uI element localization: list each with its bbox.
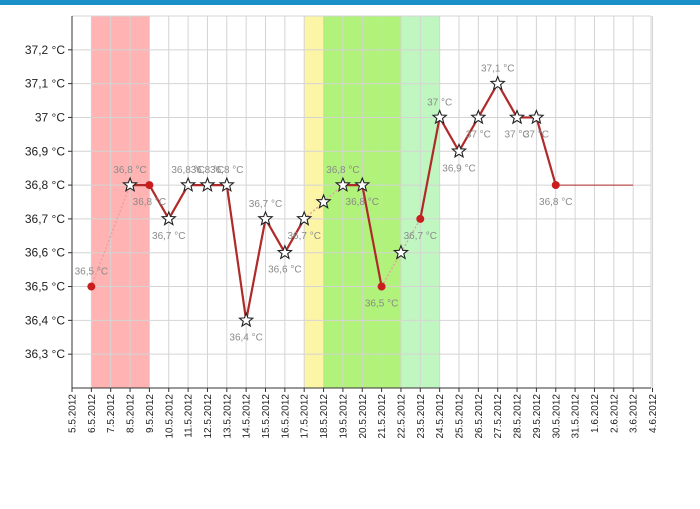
- x-tick-label: 15.5.2012: [261, 394, 272, 439]
- data-point-star: [392, 244, 410, 260]
- data-point-star: [315, 193, 332, 209]
- x-tick-label: 9.5.2012: [145, 394, 156, 433]
- x-tick-label: 5.5.2012: [68, 394, 79, 433]
- data-point-star: [257, 210, 274, 226]
- data-point-star: [334, 176, 352, 193]
- data-label: 36,7 °C: [404, 231, 437, 242]
- x-tick-label: 8.5.2012: [126, 394, 137, 433]
- y-tick-label: 36,7 °C: [25, 212, 65, 226]
- series-line-segment: [419, 117, 441, 220]
- series-line-segment: [535, 117, 557, 186]
- data-label: 36,7 °C: [249, 199, 282, 210]
- data-label: 37,1 °C: [481, 64, 514, 75]
- data-point-star: [431, 108, 448, 125]
- data-label: 36,8 °C: [191, 165, 224, 176]
- x-tick-label: 27.5.2012: [493, 394, 504, 439]
- x-tick-label: 22.5.2012: [396, 394, 407, 439]
- x-tick-label: 12.5.2012: [203, 394, 214, 439]
- x-tick-label: 19.5.2012: [338, 394, 349, 439]
- x-tick-label: 17.5.2012: [300, 394, 311, 439]
- data-label: 36,8 °C: [113, 165, 146, 176]
- x-tick-label: 23.5.2012: [416, 394, 427, 439]
- series-line-segment: [225, 184, 248, 321]
- data-point-dot: [377, 282, 386, 291]
- data-point-star: [218, 176, 235, 193]
- data-point-star: [489, 75, 506, 91]
- x-tick-label: 13.5.2012: [222, 394, 233, 439]
- y-tick-label: 37,2 °C: [25, 43, 65, 57]
- data-point-star: [179, 176, 197, 193]
- data-label: 36,8 °C: [210, 165, 243, 176]
- x-tick-label: 26.5.2012: [474, 394, 485, 439]
- y-tick-label: 36,3 °C: [25, 347, 65, 361]
- x-tick-label: 1.6.2012: [590, 394, 601, 433]
- x-tick-label: 20.5.2012: [358, 394, 369, 439]
- data-point-star: [296, 210, 313, 226]
- x-tick-label: 4.6.2012: [648, 394, 659, 433]
- data-label: 36,4 °C: [229, 332, 262, 343]
- data-label: 36,7 °C: [152, 231, 185, 242]
- data-point-star: [199, 176, 216, 193]
- y-tick-label: 36,9 °C: [25, 144, 65, 158]
- data-label: 36,6 °C: [268, 265, 301, 276]
- data-label: 36,8 °C: [346, 197, 379, 208]
- series-line-segment: [400, 218, 421, 254]
- x-tick-label: 30.5.2012: [551, 394, 562, 439]
- data-label: 36,8 °C: [133, 197, 166, 208]
- data-point-dot: [416, 214, 425, 223]
- data-label: 36,8 °C: [171, 165, 204, 176]
- y-tick-label: 37 °C: [35, 110, 65, 124]
- x-tick-label: 24.5.2012: [435, 394, 446, 439]
- data-point-star: [121, 176, 139, 193]
- data-label: 36,8 °C: [539, 197, 572, 208]
- x-tick-label: 2.6.2012: [609, 394, 620, 433]
- x-tick-label: 14.5.2012: [242, 394, 253, 439]
- x-tick-label: 28.5.2012: [513, 394, 524, 439]
- data-point-star: [470, 108, 487, 125]
- data-label: 37 °C: [466, 129, 491, 140]
- x-tick-label: 25.5.2012: [455, 394, 466, 439]
- phase-band: [304, 16, 324, 388]
- x-tick-label: 31.5.2012: [571, 394, 582, 439]
- data-point-dot: [145, 181, 154, 190]
- x-tick-label: 16.5.2012: [280, 394, 291, 439]
- data-label: 37 °C: [504, 129, 529, 140]
- x-tick-label: 3.6.2012: [629, 394, 640, 433]
- data-point-star: [354, 176, 371, 193]
- data-point-star: [238, 311, 255, 328]
- series-line-segment: [245, 218, 267, 321]
- x-tick-label: 7.5.2012: [106, 394, 117, 433]
- data-label: 36,5 °C: [75, 267, 108, 278]
- data-label: 36,7 °C: [287, 231, 320, 242]
- x-tick-label: 21.5.2012: [377, 394, 388, 439]
- data-label: 36,8 °C: [326, 165, 359, 176]
- y-tick-label: 37,1 °C: [25, 77, 65, 91]
- data-label: 36,5 °C: [365, 299, 398, 310]
- data-label: 37 °C: [427, 97, 452, 108]
- y-tick-label: 36,8 °C: [25, 178, 65, 192]
- data-point-star: [276, 244, 293, 260]
- x-tick-label: 10.5.2012: [164, 394, 175, 439]
- x-tick-label: 29.5.2012: [532, 394, 543, 439]
- top-bar: [0, 0, 700, 5]
- y-tick-label: 36,6 °C: [25, 246, 65, 260]
- y-tick-label: 36,5 °C: [25, 280, 65, 294]
- x-tick-label: 6.5.2012: [87, 394, 98, 433]
- data-point-star: [450, 142, 468, 159]
- y-tick-label: 36,4 °C: [25, 313, 65, 327]
- series-line-segment: [361, 184, 383, 287]
- data-point-star: [160, 210, 177, 226]
- phase-band: [91, 16, 150, 388]
- data-label: 37 °C: [524, 129, 549, 140]
- series-line-segment: [148, 184, 170, 220]
- data-point-dot: [87, 282, 96, 291]
- x-tick-label: 11.5.2012: [184, 394, 195, 438]
- data-point-dot: [551, 181, 560, 190]
- data-point-star: [508, 108, 526, 125]
- x-tick-label: 18.5.2012: [319, 394, 330, 439]
- data-label: 36,9 °C: [442, 163, 475, 174]
- data-point-star: [528, 109, 545, 125]
